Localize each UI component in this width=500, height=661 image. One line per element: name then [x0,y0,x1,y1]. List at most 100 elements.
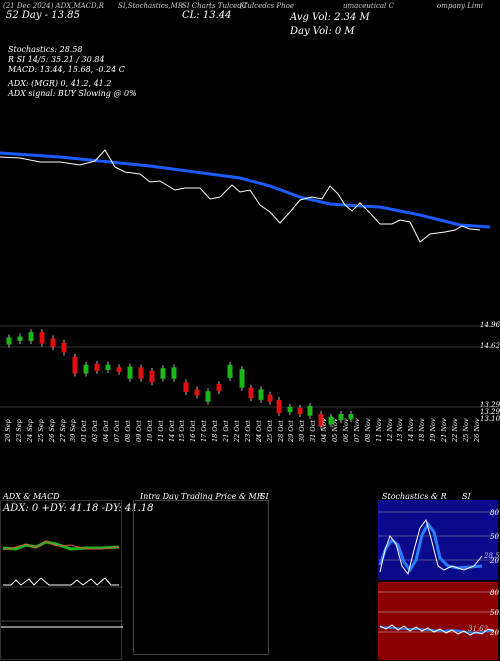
candle-body [287,406,293,413]
price-mid: 14.62 [480,342,500,350]
date-label: 16 Oct [189,420,198,442]
candle-body [328,416,334,425]
date-label: 27 Sep [58,419,67,442]
price-top: 14.96 [480,321,500,329]
rsi-panel [378,582,498,660]
close-line [0,149,481,243]
adx-readout: ADX: (MGR) 0, 41.2, 41.2 [8,79,112,88]
date-label: 10 Oct [145,420,154,442]
date-label: 26 Sep [47,419,56,442]
date-label: 12 Nov [385,418,394,442]
candle-body [127,366,133,379]
adx-panel-values: ADX: 0 +DY: 41.18 -DY: 41.18 [3,503,154,514]
rsi-readout: R SI 14/5: 35.21 / 30.84 [8,55,105,64]
date-label: 23 Oct [243,420,252,442]
candle-body [183,382,189,392]
price-low1: 13.29 [480,401,500,409]
date-label: 24 Oct [254,420,263,442]
price-low3: 13.10 [480,415,500,423]
date-label: 18 Nov [418,418,427,442]
date-label: 07 Nov [352,418,361,442]
day-vol: Day Vol: 0 M [290,26,355,37]
date-axis: 20 Sep 23 Sep 24 Sep 25 Sep 26 Sep 27 Sep 30 S… [0,414,500,454]
stochastics-panel [378,500,498,580]
adx-macd-panel [0,500,123,660]
stochastics-svg [378,511,498,576]
stoch-axis-50: 50 [490,533,499,541]
date-label: 09 Oct [134,420,143,442]
close-label: CL: 13.44 [182,10,232,21]
date-label: 13 Nov [396,418,405,442]
candle-body [17,336,23,341]
stoch-axis-20: 20 [490,557,499,565]
date-label: 08 Nov [363,418,372,442]
stoch-value: 28.58 [484,552,500,560]
candle-body [307,406,313,416]
adx-panel-title: ADX & MACD [3,492,60,501]
date-label: 30 Oct [298,420,307,442]
stoch-panel-title: Stochastics & R [382,492,447,501]
rsi-svg [378,591,498,636]
candle-body [149,370,155,383]
date-label: 22 Oct [232,420,241,442]
date-label: 01 Oct [80,420,89,442]
date-label: 29 Oct [287,420,296,442]
candle-body [83,364,89,374]
date-label: 28 Oct [276,420,285,442]
date-label: 21 Nov [440,418,448,442]
date-label: 30 Sep [69,419,78,442]
candle-body [138,367,144,379]
date-label: 11 Oct [156,420,165,442]
date-label: 05 Nov [331,418,339,442]
date-label: 25 Oct [265,420,274,442]
stoch-panel-title2: SI [462,492,471,501]
date-label: 26 Nov [472,418,481,442]
macd-readout: MACD: 13.44, 15.68, -0.24 C [8,65,125,74]
intra-panel-title: Intra Day Trading Price & MR [140,492,263,501]
candle-body [105,364,111,370]
header-middle-a: SI,Stochastics,MR [118,2,184,10]
date-label: 23 Sep [14,419,23,442]
rsi-axis-20: 20 [490,629,499,637]
rsi-axis-80: 80 [490,589,499,597]
date-label: 19 Nov [429,418,438,442]
date-label: 14 Oct [167,420,176,442]
candle-body [216,384,222,392]
candle-body [194,389,200,396]
avg-vol: Avg Vol: 2.34 M [290,12,370,23]
date-label: 14 Nov [407,418,416,442]
candle-body [348,414,354,420]
candle-body [338,414,344,421]
date-label: 06 Nov [341,418,350,442]
candle-body [6,337,12,345]
candle-body [61,342,67,353]
candle-body [28,332,34,341]
rsi-axis-50: 50 [490,609,499,617]
candle-body [318,414,324,427]
date-label: 20 Sep [4,419,12,442]
header-title2: umaceutical C [343,2,394,10]
date-label: 11 Nov [374,418,383,442]
candle-body [171,367,177,379]
price-low2: 13.29 [480,408,500,416]
candle-body [239,369,245,388]
intra-panel-title2: SI [260,492,269,501]
header-title: (Tulcedcs Phoe [240,2,295,10]
candle-body [116,367,122,372]
candle-body [205,391,211,402]
candle-body [297,407,303,414]
candle-body [248,387,254,399]
candle-body [160,368,166,379]
day-range: 52 Day - 13.85 [6,10,80,21]
stochastics-readout: Stochastics: 28.58 [8,45,83,54]
header-stamp: (21 Dec 2024) ADX,MACD,R [3,2,104,10]
date-label: 18 Oct [211,420,220,442]
date-label: 17 Oct [200,420,209,442]
date-label: 22 Nov [450,418,459,442]
adx-macd-svg [1,540,123,628]
price-line-chart [0,149,491,243]
date-label: 07 Oct [113,420,121,442]
candle-body [258,389,264,400]
date-label: 04 Nov [320,418,329,442]
